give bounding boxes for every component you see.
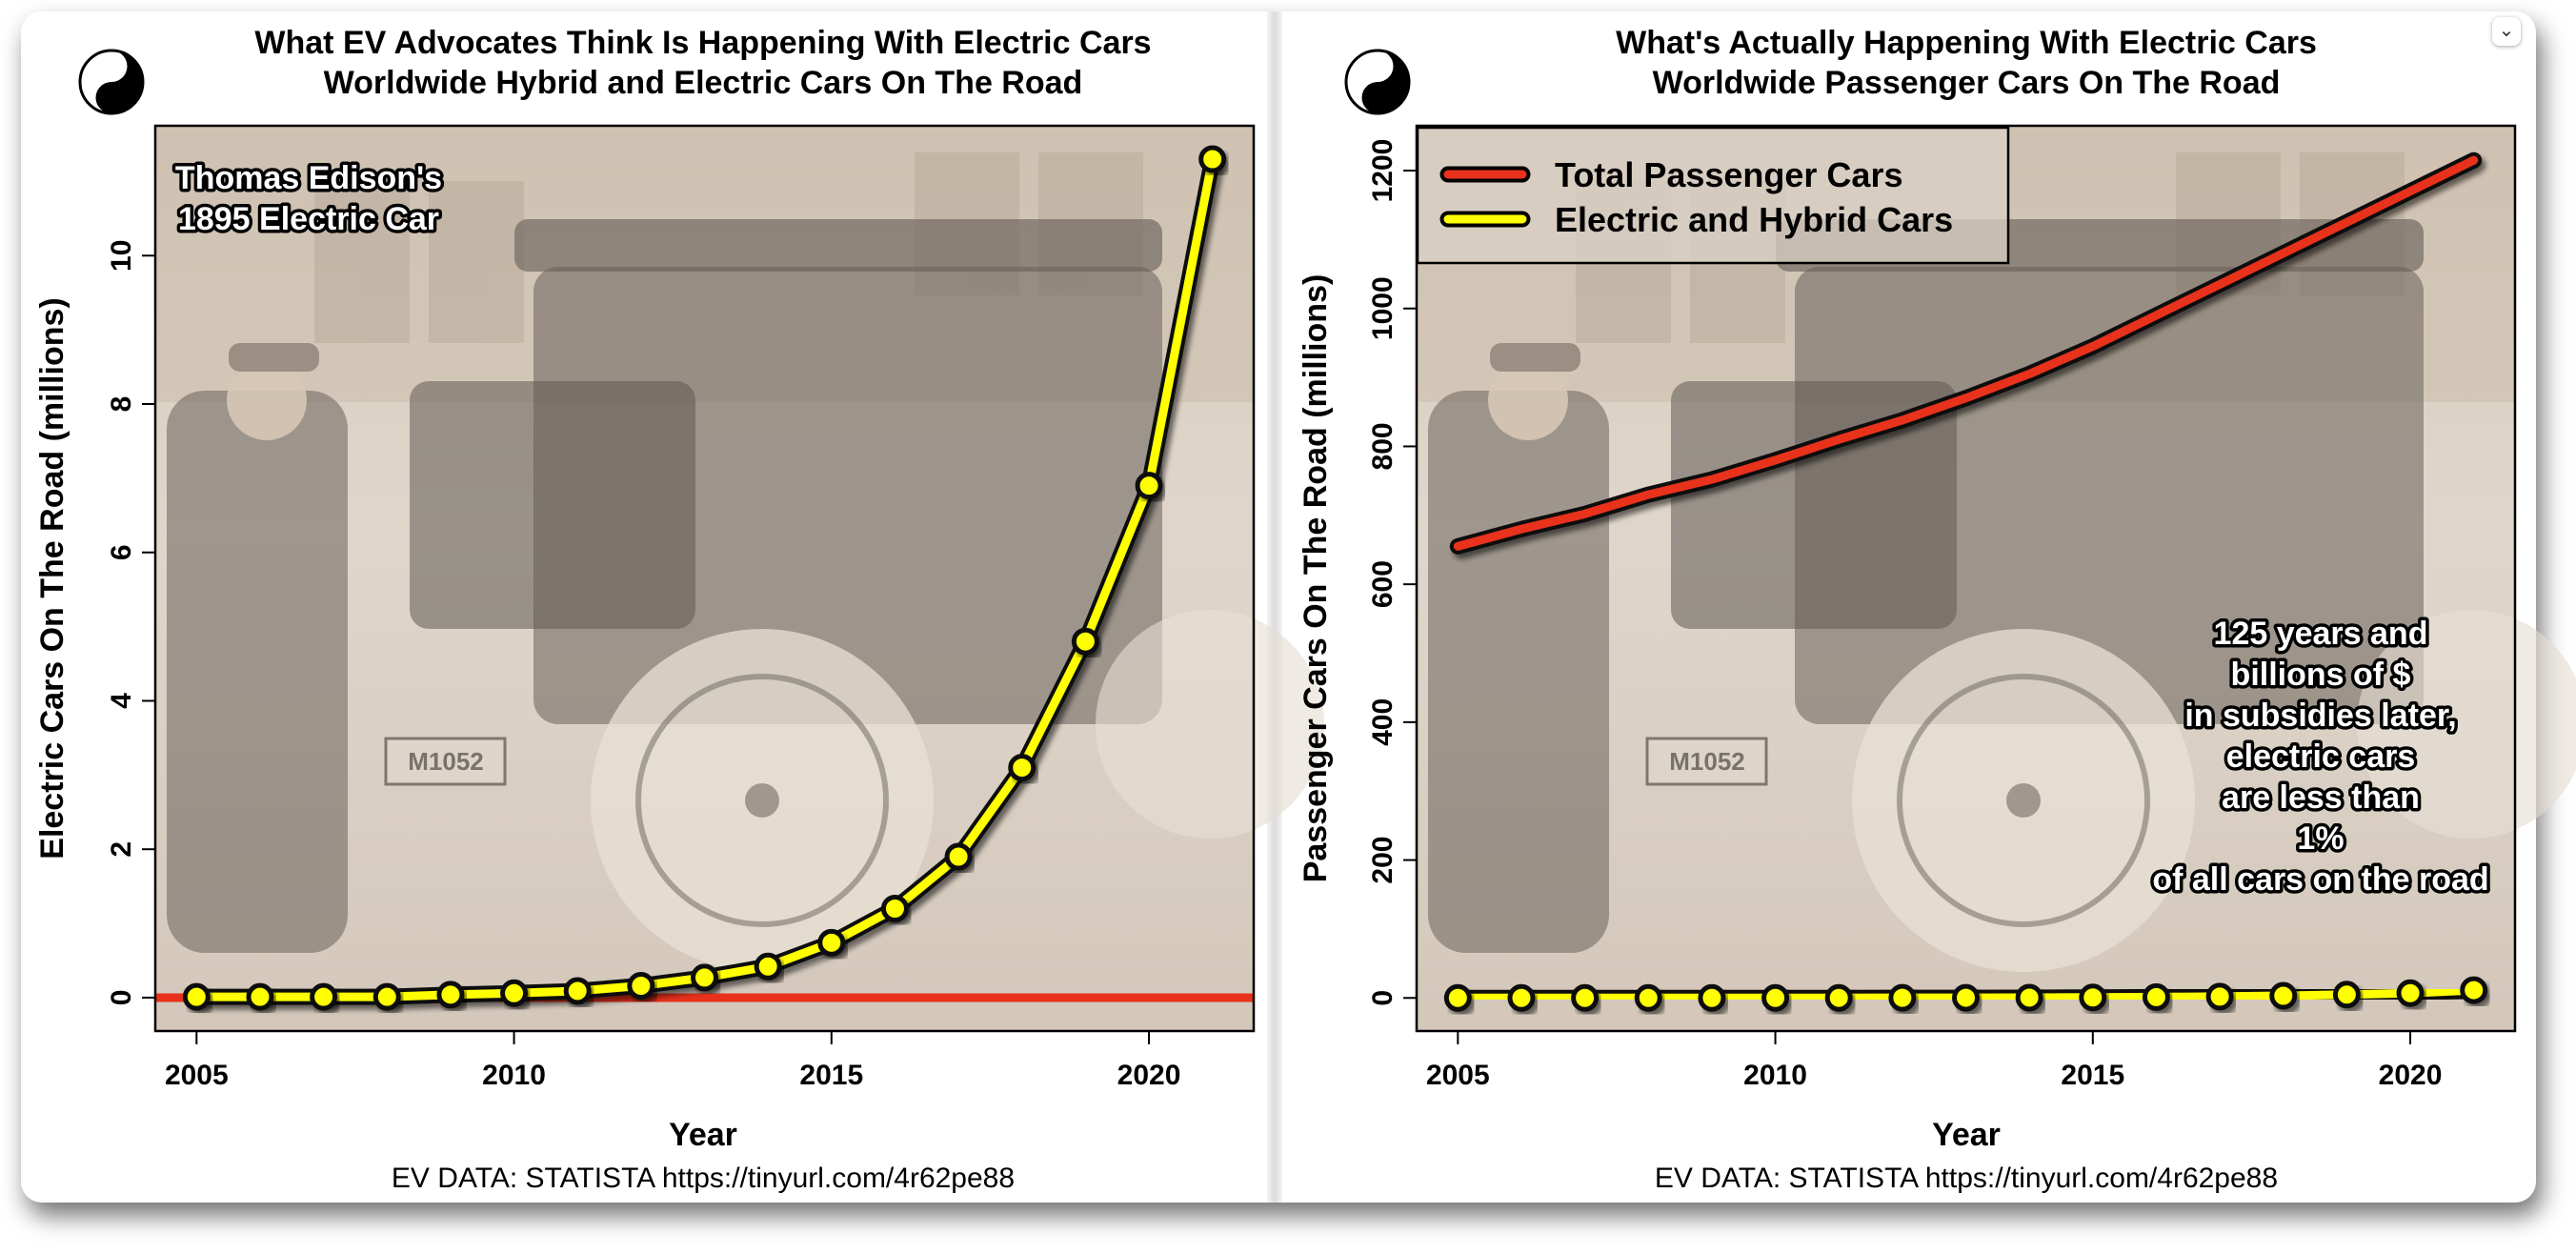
annotation-line-1: Thomas Edison's [175, 160, 442, 196]
data-point [1198, 145, 1227, 173]
legend: Total Passenger Cars Electric and Hybrid… [1416, 126, 2010, 265]
chevron-down-icon[interactable]: ⌄ [2492, 17, 2521, 46]
annotation-line: billions of $ [2231, 657, 2411, 693]
data-point [2460, 976, 2488, 1004]
data-point [2015, 983, 2043, 1012]
data-point [182, 982, 211, 1011]
series-line-group [1449, 152, 2483, 555]
x-axis-label: Year [1932, 1117, 2001, 1153]
data-point [310, 982, 338, 1011]
y-tick-label: 400 [1367, 698, 1399, 746]
data-point [2332, 981, 2361, 1009]
data-point [1761, 983, 1790, 1012]
x-tick-label: 2020 [1117, 1060, 1181, 1091]
source-note: EV DATA: STATISTA https://tinyurl.com/4r… [392, 1163, 1015, 1194]
data-point [563, 977, 592, 1005]
svg-text:M1052: M1052 [408, 747, 484, 776]
chart-subtitle: Worldwide Passenger Cars On The Road [1653, 65, 2281, 101]
data-point [1634, 983, 1662, 1012]
y-tick-label: 10 [106, 240, 137, 272]
data-point [880, 895, 909, 923]
data-point [1135, 472, 1163, 500]
y-tick-label: 600 [1367, 560, 1399, 608]
annotation-line: of all cars on the road [2152, 861, 2488, 898]
data-point [1443, 983, 1472, 1012]
svg-text:M1052: M1052 [1669, 747, 1745, 776]
y-tick-label: 4 [106, 693, 137, 709]
plot-frame [153, 124, 1256, 1033]
x-tick-label: 2005 [1426, 1060, 1490, 1091]
y-tick-label: 0 [106, 990, 137, 1006]
yin-yang-logo-icon [78, 49, 145, 115]
left-chart: What EV Advocates Think Is Happening Wit… [34, 25, 1324, 1194]
series-line [1453, 155, 2479, 551]
annotation-line: electric cars [2226, 738, 2416, 775]
chart-title: What's Actually Happening With Electric … [1616, 25, 2317, 61]
data-point [1571, 983, 1600, 1012]
data-point [691, 963, 718, 992]
data-point [1698, 983, 1726, 1012]
y-tick-label: 1000 [1367, 276, 1399, 340]
data-point [246, 982, 274, 1011]
data-point [944, 842, 973, 871]
annotation-line: in subsidies later, [2184, 698, 2456, 734]
data-point [1071, 627, 1099, 656]
data-point [2396, 979, 2425, 1007]
data-point [2205, 982, 2234, 1011]
annotation-line: 125 years and [2214, 616, 2428, 652]
x-tick-label: 2020 [2379, 1060, 2443, 1091]
panel-divider [1267, 11, 1282, 1203]
x-tick-label: 2010 [1743, 1060, 1807, 1091]
y-tick-label: 1200 [1367, 139, 1399, 203]
data-point [1888, 983, 1917, 1012]
data-point [436, 981, 465, 1009]
data-point [1507, 983, 1536, 1012]
y-tick-label: 200 [1367, 837, 1399, 884]
y-tick-label: 8 [106, 396, 137, 413]
y-axis-label: Electric Cars On The Road (millions) [34, 297, 70, 859]
y-axis-label: Passenger Cars On The Road (millions) [1298, 274, 1334, 883]
source-note: EV DATA: STATISTA https://tinyurl.com/4r… [1655, 1163, 2278, 1194]
legend-label-total: Total Passenger Cars [1555, 155, 1902, 194]
chart-title: What EV Advocates Think Is Happening Wit… [254, 25, 1151, 61]
data-point [500, 979, 529, 1007]
y-tick-label: 800 [1367, 422, 1399, 470]
right-chart: What's Actually Happening With Electric … [1298, 25, 2576, 1194]
x-tick-label: 2015 [2061, 1060, 2124, 1091]
data-point [1824, 983, 1853, 1012]
annotation-line: 1% [2297, 820, 2344, 857]
plot-frame [1415, 124, 2517, 1033]
x-tick-label: 2015 [799, 1060, 863, 1091]
data-point [627, 972, 655, 1000]
background-photo-edison-car: M1052 [155, 126, 1324, 1031]
annotation-line: are less than [2222, 779, 2420, 816]
x-tick-label: 2010 [482, 1060, 546, 1091]
y-tick-label: 0 [1367, 990, 1399, 1006]
chart-subtitle: Worldwide Hybrid and Electric Cars On Th… [324, 65, 1083, 101]
data-point [372, 982, 401, 1011]
y-tick-label: 2 [106, 841, 137, 858]
legend-label-ev: Electric and Hybrid Cars [1555, 200, 1953, 239]
data-point [2142, 982, 2170, 1011]
data-point [817, 928, 846, 957]
data-point [2269, 981, 2298, 1010]
data-point [2079, 983, 2107, 1012]
data-point [1952, 983, 1980, 1012]
subsidy-annotation: 125 years and billions of $ in subsidies… [2149, 613, 2492, 901]
legend-box [1416, 126, 2010, 265]
y-tick-label: 6 [106, 544, 137, 560]
x-tick-label: 2005 [165, 1060, 229, 1091]
annotation-line-2: 1895 Electric Car [178, 201, 439, 237]
data-point [1008, 754, 1036, 782]
x-axis-label: Year [669, 1117, 737, 1153]
data-point [754, 952, 782, 981]
yin-yang-logo-icon [1344, 49, 1411, 115]
